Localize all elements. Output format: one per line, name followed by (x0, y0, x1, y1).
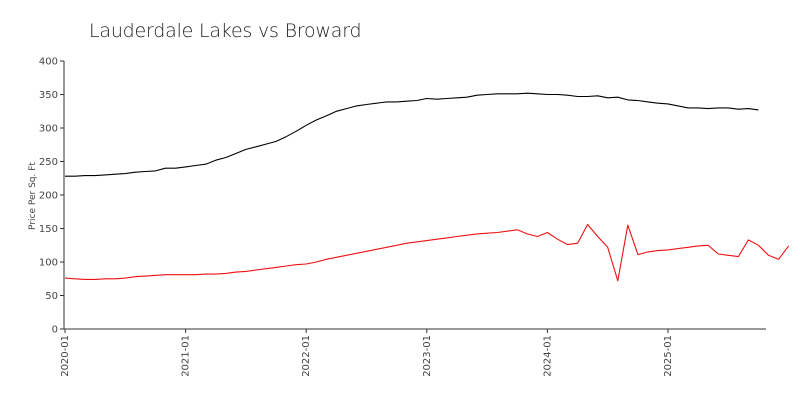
y-tick-label: 400 (39, 57, 58, 68)
y-tick-label: 350 (39, 90, 58, 101)
chart-title: Lauderdale Lakes vs Broward (89, 20, 362, 42)
series-line-1 (65, 92, 759, 177)
x-tick-label: 2020-01 (60, 335, 71, 377)
x-tick-label: 2025-01 (663, 335, 674, 377)
y-tick-label: 150 (39, 224, 58, 235)
x-tick-label: 2024-01 (542, 335, 553, 377)
y-tick-label: 0 (52, 325, 58, 336)
y-tick-label: 300 (39, 124, 58, 135)
x-tick-label: 2021-01 (181, 335, 192, 377)
series-line-2 (64, 223, 790, 282)
x-tick-label: 2022-01 (301, 335, 312, 377)
y-tick-label: 200 (39, 191, 58, 202)
y-tick-label: 100 (39, 258, 58, 269)
y-tick-label: 250 (39, 157, 58, 168)
y-tick-label: 50 (45, 291, 58, 302)
x-tick-label: 2023-01 (422, 335, 433, 377)
